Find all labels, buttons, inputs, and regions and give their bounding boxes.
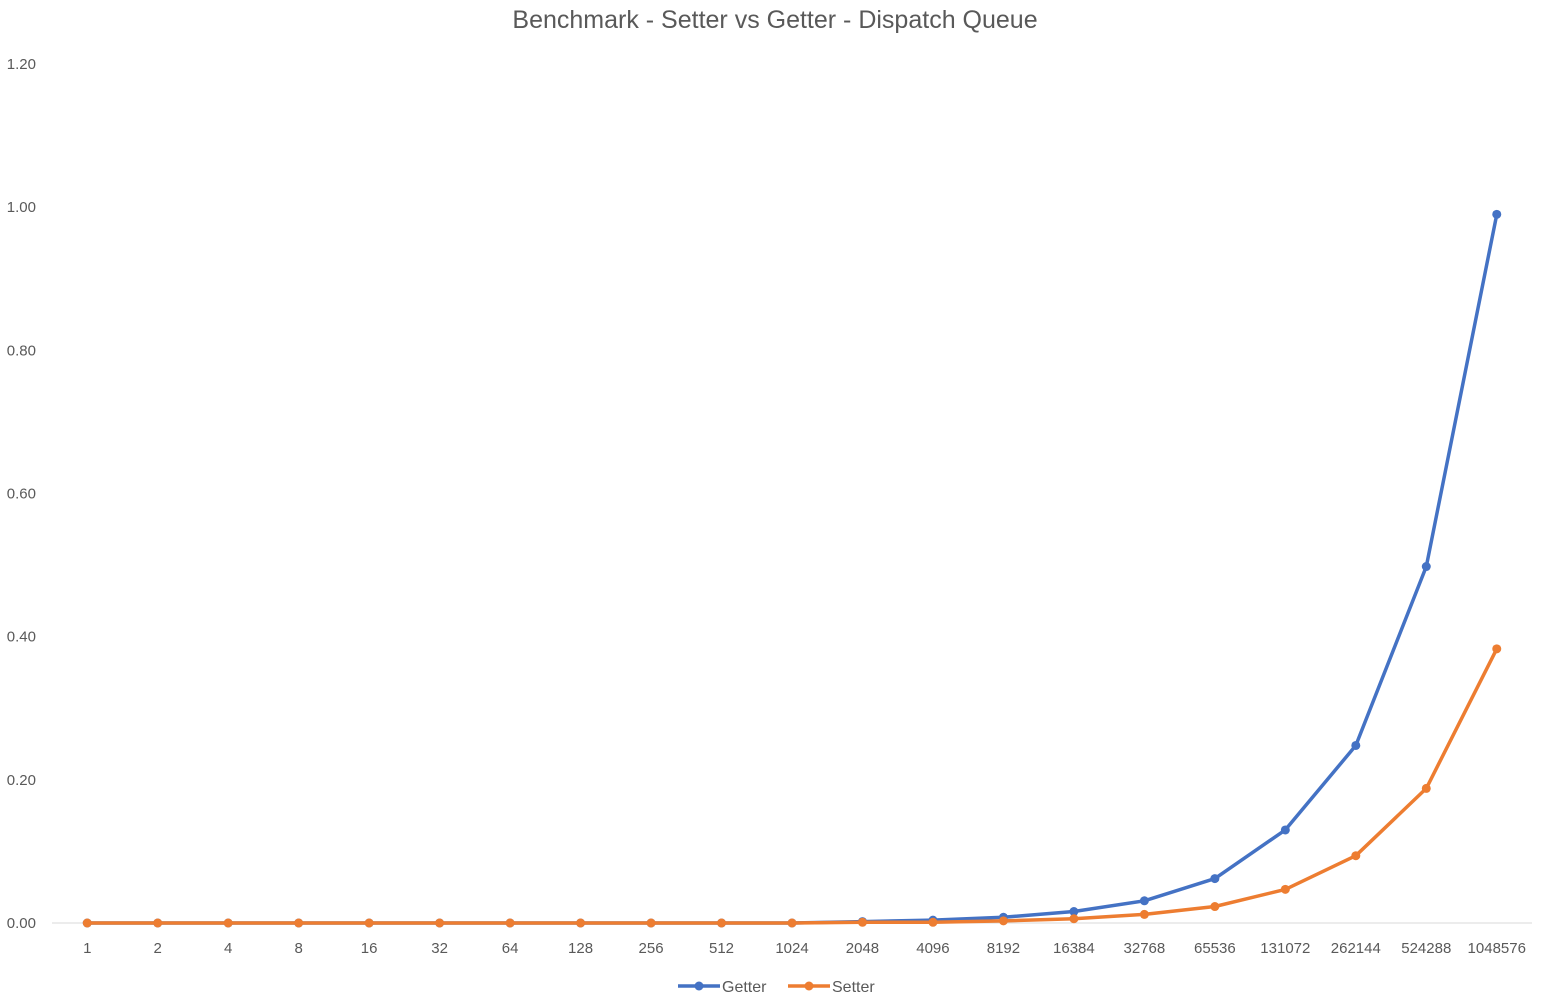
x-tick-label: 512 bbox=[709, 940, 734, 957]
data-point-setter bbox=[1492, 644, 1502, 654]
data-point-setter bbox=[998, 916, 1008, 926]
x-tick-label: 64 bbox=[502, 940, 519, 957]
data-point-setter bbox=[153, 918, 163, 928]
data-point-getter bbox=[1210, 874, 1220, 884]
x-tick-label: 16384 bbox=[1053, 940, 1095, 957]
x-tick-label: 8 bbox=[294, 940, 302, 957]
y-tick-label: 1.00 bbox=[7, 199, 36, 216]
data-point-setter bbox=[1421, 783, 1431, 793]
data-point-getter bbox=[1139, 896, 1149, 906]
x-tick-label: 4 bbox=[224, 940, 232, 957]
data-point-setter bbox=[364, 918, 374, 928]
data-point-setter bbox=[787, 918, 797, 928]
x-tick-label: 262144 bbox=[1331, 940, 1381, 957]
legend-marker-setter bbox=[804, 981, 814, 991]
x-tick-label: 16 bbox=[361, 940, 378, 957]
data-point-setter bbox=[1280, 884, 1290, 894]
series-line-getter bbox=[85, 212, 1499, 925]
y-tick-label: 0.00 bbox=[7, 915, 36, 932]
x-tick-label: 4096 bbox=[916, 940, 949, 957]
legend-label-getter: Getter bbox=[722, 979, 767, 996]
data-point-setter bbox=[223, 918, 233, 928]
data-point-setter bbox=[576, 918, 586, 928]
data-point-setter bbox=[857, 917, 867, 927]
legend: Getter Setter bbox=[678, 979, 875, 996]
y-tick-label: 0.20 bbox=[7, 772, 36, 789]
series-line-setter bbox=[85, 647, 1499, 925]
x-tick-label: 2 bbox=[154, 940, 162, 957]
data-point-getter bbox=[1351, 740, 1361, 750]
y-tick-label: 0.60 bbox=[7, 486, 36, 503]
data-point-setter bbox=[435, 918, 445, 928]
chart-title: Benchmark - Setter vs Getter - Dispatch … bbox=[512, 6, 1038, 34]
x-tick-label: 8192 bbox=[987, 940, 1020, 957]
x-tick-label: 1 bbox=[83, 940, 91, 957]
legend-marker-getter bbox=[694, 981, 704, 991]
y-axis-ticks: 0.00 0.20 0.40 0.60 0.80 1.00 1.20 bbox=[7, 56, 36, 932]
data-point-getter bbox=[1069, 907, 1079, 917]
data-point-setter bbox=[1210, 902, 1220, 912]
data-point-getter bbox=[1421, 562, 1431, 572]
y-tick-label: 1.20 bbox=[7, 56, 36, 73]
x-tick-label: 32 bbox=[431, 940, 448, 957]
x-tick-label: 524288 bbox=[1401, 940, 1451, 957]
x-tick-label: 32768 bbox=[1124, 940, 1166, 957]
x-tick-label: 128 bbox=[568, 940, 593, 957]
y-tick-label: 0.40 bbox=[7, 629, 36, 646]
y-tick-label: 0.80 bbox=[7, 342, 36, 359]
data-point-setter bbox=[1069, 914, 1079, 924]
data-point-setter bbox=[928, 917, 938, 927]
x-tick-label: 2048 bbox=[846, 940, 879, 957]
x-tick-label: 1024 bbox=[775, 940, 808, 957]
data-point-setter bbox=[505, 918, 515, 928]
data-point-getter bbox=[1492, 209, 1502, 219]
data-point-setter bbox=[717, 918, 727, 928]
data-point-setter bbox=[1139, 909, 1149, 919]
x-tick-label: 1048576 bbox=[1468, 940, 1526, 957]
x-axis-ticks: 1 2 4 8 16 32 64 128 256 512 1024 2048 4096 8192 16384… bbox=[83, 940, 1526, 957]
data-point-setter bbox=[646, 918, 656, 928]
data-point-getter bbox=[1280, 825, 1290, 835]
legend-label-setter: Setter bbox=[832, 979, 875, 996]
data-point-setter bbox=[1351, 851, 1361, 861]
series-layer bbox=[82, 209, 1502, 928]
x-tick-label: 131072 bbox=[1260, 940, 1310, 957]
data-point-setter bbox=[82, 918, 92, 928]
x-tick-label: 256 bbox=[639, 940, 664, 957]
data-point-setter bbox=[294, 918, 304, 928]
x-tick-label: 65536 bbox=[1194, 940, 1236, 957]
